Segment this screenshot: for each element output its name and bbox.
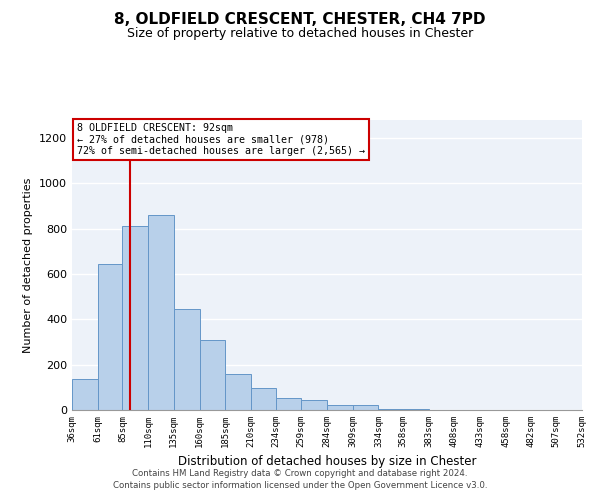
Y-axis label: Number of detached properties: Number of detached properties <box>23 178 34 352</box>
Bar <box>379 409 403 410</box>
Text: Contains public sector information licensed under the Open Government Licence v3: Contains public sector information licen… <box>113 481 487 490</box>
Bar <box>403 409 429 410</box>
Bar <box>174 309 199 410</box>
Bar <box>199 340 225 410</box>
Bar <box>327 406 353 410</box>
Bar <box>275 398 301 410</box>
Text: Contains HM Land Registry data © Crown copyright and database right 2024.: Contains HM Land Registry data © Crown c… <box>132 468 468 477</box>
Bar <box>225 374 251 410</box>
Bar <box>301 400 327 410</box>
Bar <box>122 226 148 410</box>
Text: Size of property relative to detached houses in Chester: Size of property relative to detached ho… <box>127 28 473 40</box>
Bar <box>148 215 174 410</box>
Bar <box>98 264 122 410</box>
Bar <box>251 388 275 410</box>
Text: 8 OLDFIELD CRESCENT: 92sqm
← 27% of detached houses are smaller (978)
72% of sem: 8 OLDFIELD CRESCENT: 92sqm ← 27% of deta… <box>77 123 365 156</box>
Bar <box>353 406 379 410</box>
Text: 8, OLDFIELD CRESCENT, CHESTER, CH4 7PD: 8, OLDFIELD CRESCENT, CHESTER, CH4 7PD <box>114 12 486 28</box>
X-axis label: Distribution of detached houses by size in Chester: Distribution of detached houses by size … <box>178 456 476 468</box>
Bar <box>72 380 98 410</box>
